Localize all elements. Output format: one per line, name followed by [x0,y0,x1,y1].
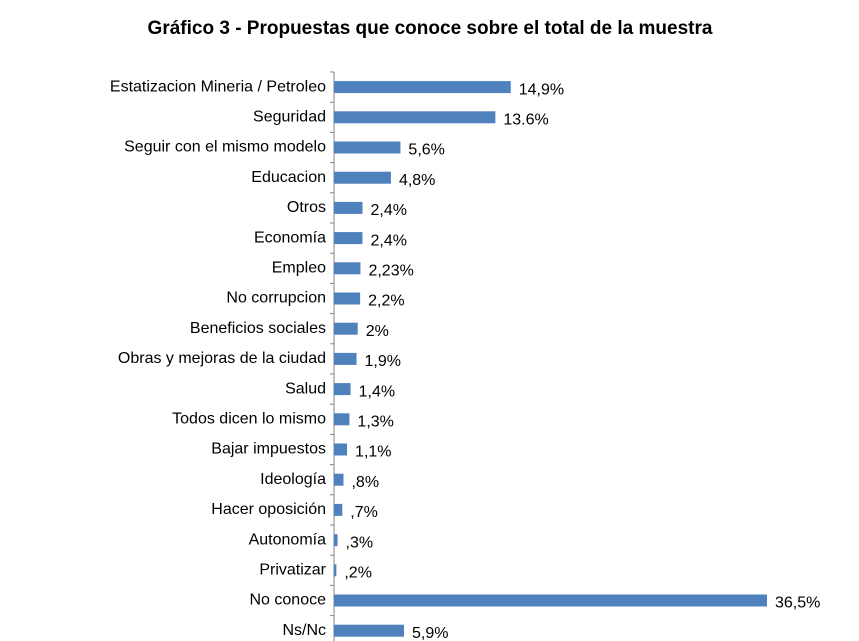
data-label: 1,3% [357,414,393,431]
bar [334,534,338,547]
data-label: 1,9% [365,353,401,370]
bar [334,81,511,94]
y-tick-label: Bajar impuestos [211,441,326,458]
data-label: 2,2% [368,293,404,310]
data-label: ,3% [346,534,374,551]
y-tick-label: Salud [285,380,326,397]
data-label: ,8% [351,474,379,491]
bar [334,473,344,486]
y-tick-label: Seguridad [253,109,326,126]
data-label: 2,23% [368,263,413,280]
y-tick-label: Ideología [260,471,326,488]
bar [334,201,363,214]
y-tick-label: Empleo [272,260,326,277]
y-tick-label: Estatizacion Mineria / Petroleo [110,78,326,95]
y-tick-label: Todos dicen lo mismo [172,411,326,428]
y-tick-label: Obras y mejoras de la ciudad [118,350,326,367]
data-label: 2% [366,323,389,340]
bar [334,141,401,154]
data-label: 1,1% [355,444,391,461]
bar [334,352,357,365]
y-tick-label: No corrupcion [226,290,326,307]
y-tick-label: Privatizar [259,562,326,579]
data-label: 5,9% [412,625,448,641]
data-label: 2,4% [370,202,406,219]
bar [334,292,361,305]
bar [334,171,391,184]
y-tick-label: No conoce [250,592,327,609]
data-label: 5,6% [408,142,444,159]
data-label: 2,4% [370,232,406,249]
y-tick-label: Educacion [251,169,326,186]
y-tick-label: Otros [287,199,326,216]
data-label: 36,5% [775,595,820,612]
y-tick-label: Seguir con el mismo modelo [124,139,326,156]
bar [334,624,404,637]
data-label: ,7% [350,504,378,521]
chart-title: Gráfico 3 - Propuestas que conoce sobre … [147,18,713,39]
y-tick-label: Hacer oposición [211,501,326,518]
bar [334,413,350,426]
y-tick-label: Ns/Nc [282,622,326,639]
bar [334,262,361,275]
bar [334,594,767,607]
y-tick-label: Economía [254,229,326,246]
bar [334,232,363,245]
bar [334,111,496,124]
bar [334,383,351,396]
bar [334,322,358,335]
y-tick-label: Autonomía [249,531,326,548]
data-label: 1,4% [359,383,395,400]
data-label: 13.6% [503,112,548,129]
data-label: ,2% [344,565,372,582]
bar [334,564,337,577]
bar [334,503,343,516]
y-tick-label: Beneficios sociales [190,320,326,337]
data-label: 14,9% [519,81,564,98]
bar [334,443,348,456]
data-label: 4,8% [399,172,435,189]
